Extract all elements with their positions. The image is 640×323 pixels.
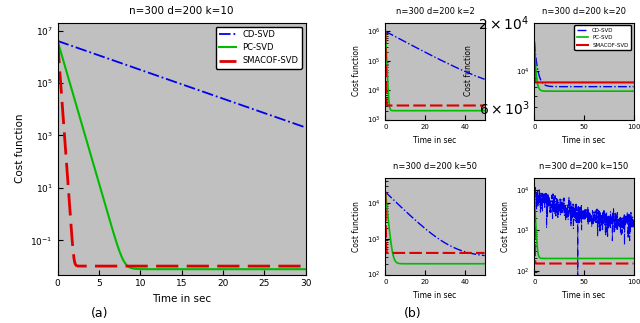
X-axis label: Time in sec: Time in sec	[563, 291, 605, 300]
Y-axis label: Cost function: Cost function	[352, 201, 361, 252]
Y-axis label: Cost function: Cost function	[464, 46, 473, 97]
X-axis label: Time in sec: Time in sec	[413, 291, 456, 300]
Y-axis label: Cost function: Cost function	[15, 114, 25, 183]
Legend: CD-SVD, PC-SVD, SMACOF-SVD: CD-SVD, PC-SVD, SMACOF-SVD	[216, 27, 301, 69]
X-axis label: Time in sec: Time in sec	[152, 294, 211, 304]
Legend: CD-SVD, PC-SVD, SMACOF-SVD: CD-SVD, PC-SVD, SMACOF-SVD	[575, 26, 631, 50]
Text: (a): (a)	[90, 307, 108, 319]
Text: (b): (b)	[404, 307, 422, 319]
Title: n=300 d=200 k=150: n=300 d=200 k=150	[540, 162, 628, 171]
X-axis label: Time in sec: Time in sec	[413, 136, 456, 145]
Title: n=300 d=200 k=2: n=300 d=200 k=2	[396, 7, 474, 16]
X-axis label: Time in sec: Time in sec	[563, 136, 605, 145]
Title: n=300 d=200 k=10: n=300 d=200 k=10	[129, 6, 234, 16]
Y-axis label: Cost function: Cost function	[501, 201, 510, 252]
Title: n=300 d=200 k=20: n=300 d=200 k=20	[542, 7, 626, 16]
Title: n=300 d=200 k=50: n=300 d=200 k=50	[393, 162, 477, 171]
Y-axis label: Cost function: Cost function	[352, 46, 361, 97]
